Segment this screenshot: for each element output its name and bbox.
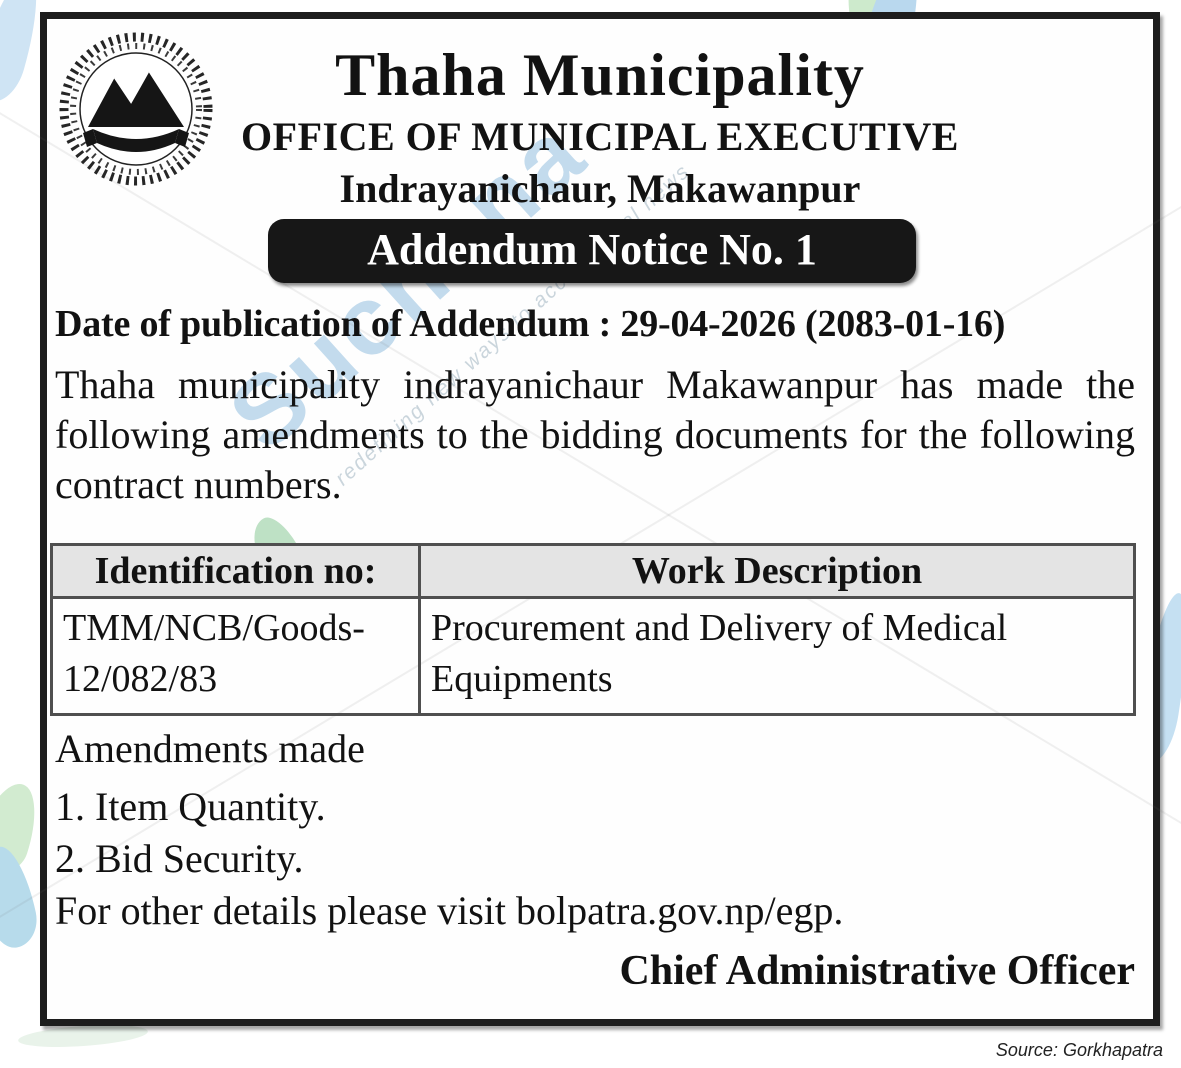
- seal-ribbon: [93, 129, 179, 152]
- table-header-identification: Identification no:: [50, 543, 421, 599]
- details-line: For other details please visit bolpatra.…: [55, 888, 844, 933]
- seal-mountains: [88, 71, 184, 127]
- municipality-name: Thaha Municipality: [335, 42, 865, 108]
- seal-wreath-outer: [59, 32, 213, 186]
- notice-body: Thaha municipality indrayanichaur Makawa…: [55, 362, 1135, 507]
- amendment-item-2: 2. Bid Security.: [55, 836, 304, 881]
- signature-line: Chief Administrative Officer: [619, 948, 1135, 994]
- amendments-title: Amendments made: [55, 726, 365, 771]
- notice-frame: Suchana redefining new ways to access lo…: [0, 12, 1181, 1026]
- cell-identification-no: TMM/NCB/Goods-12/082/83: [50, 596, 421, 716]
- table-header-row: Identification no: Work Description: [50, 543, 1136, 599]
- municipal-seal-logo: [59, 32, 213, 186]
- cell-work-description: Procurement and Delivery of Medical Equi…: [418, 596, 1136, 716]
- contracts-table: Identification no: Work Description TMM/…: [50, 543, 1136, 716]
- publication-date-line: Date of publication of Addendum : 29-04-…: [55, 303, 1006, 345]
- table-row: TMM/NCB/Goods-12/082/83 Procurement and …: [50, 596, 1136, 716]
- source-attribution: Source: Gorkhapatra: [995, 1040, 1163, 1060]
- table-header-work-description: Work Description: [418, 543, 1136, 599]
- seal-wreath-inner: [70, 43, 202, 175]
- municipality-address: Indrayanichaur, Makawanpur: [339, 166, 861, 211]
- office-name: OFFICE OF MUNICIPAL EXECUTIVE: [241, 114, 959, 159]
- amendment-item-1: 1. Item Quantity.: [55, 784, 326, 829]
- addendum-notice-banner: Addendum Notice No. 1: [268, 219, 916, 283]
